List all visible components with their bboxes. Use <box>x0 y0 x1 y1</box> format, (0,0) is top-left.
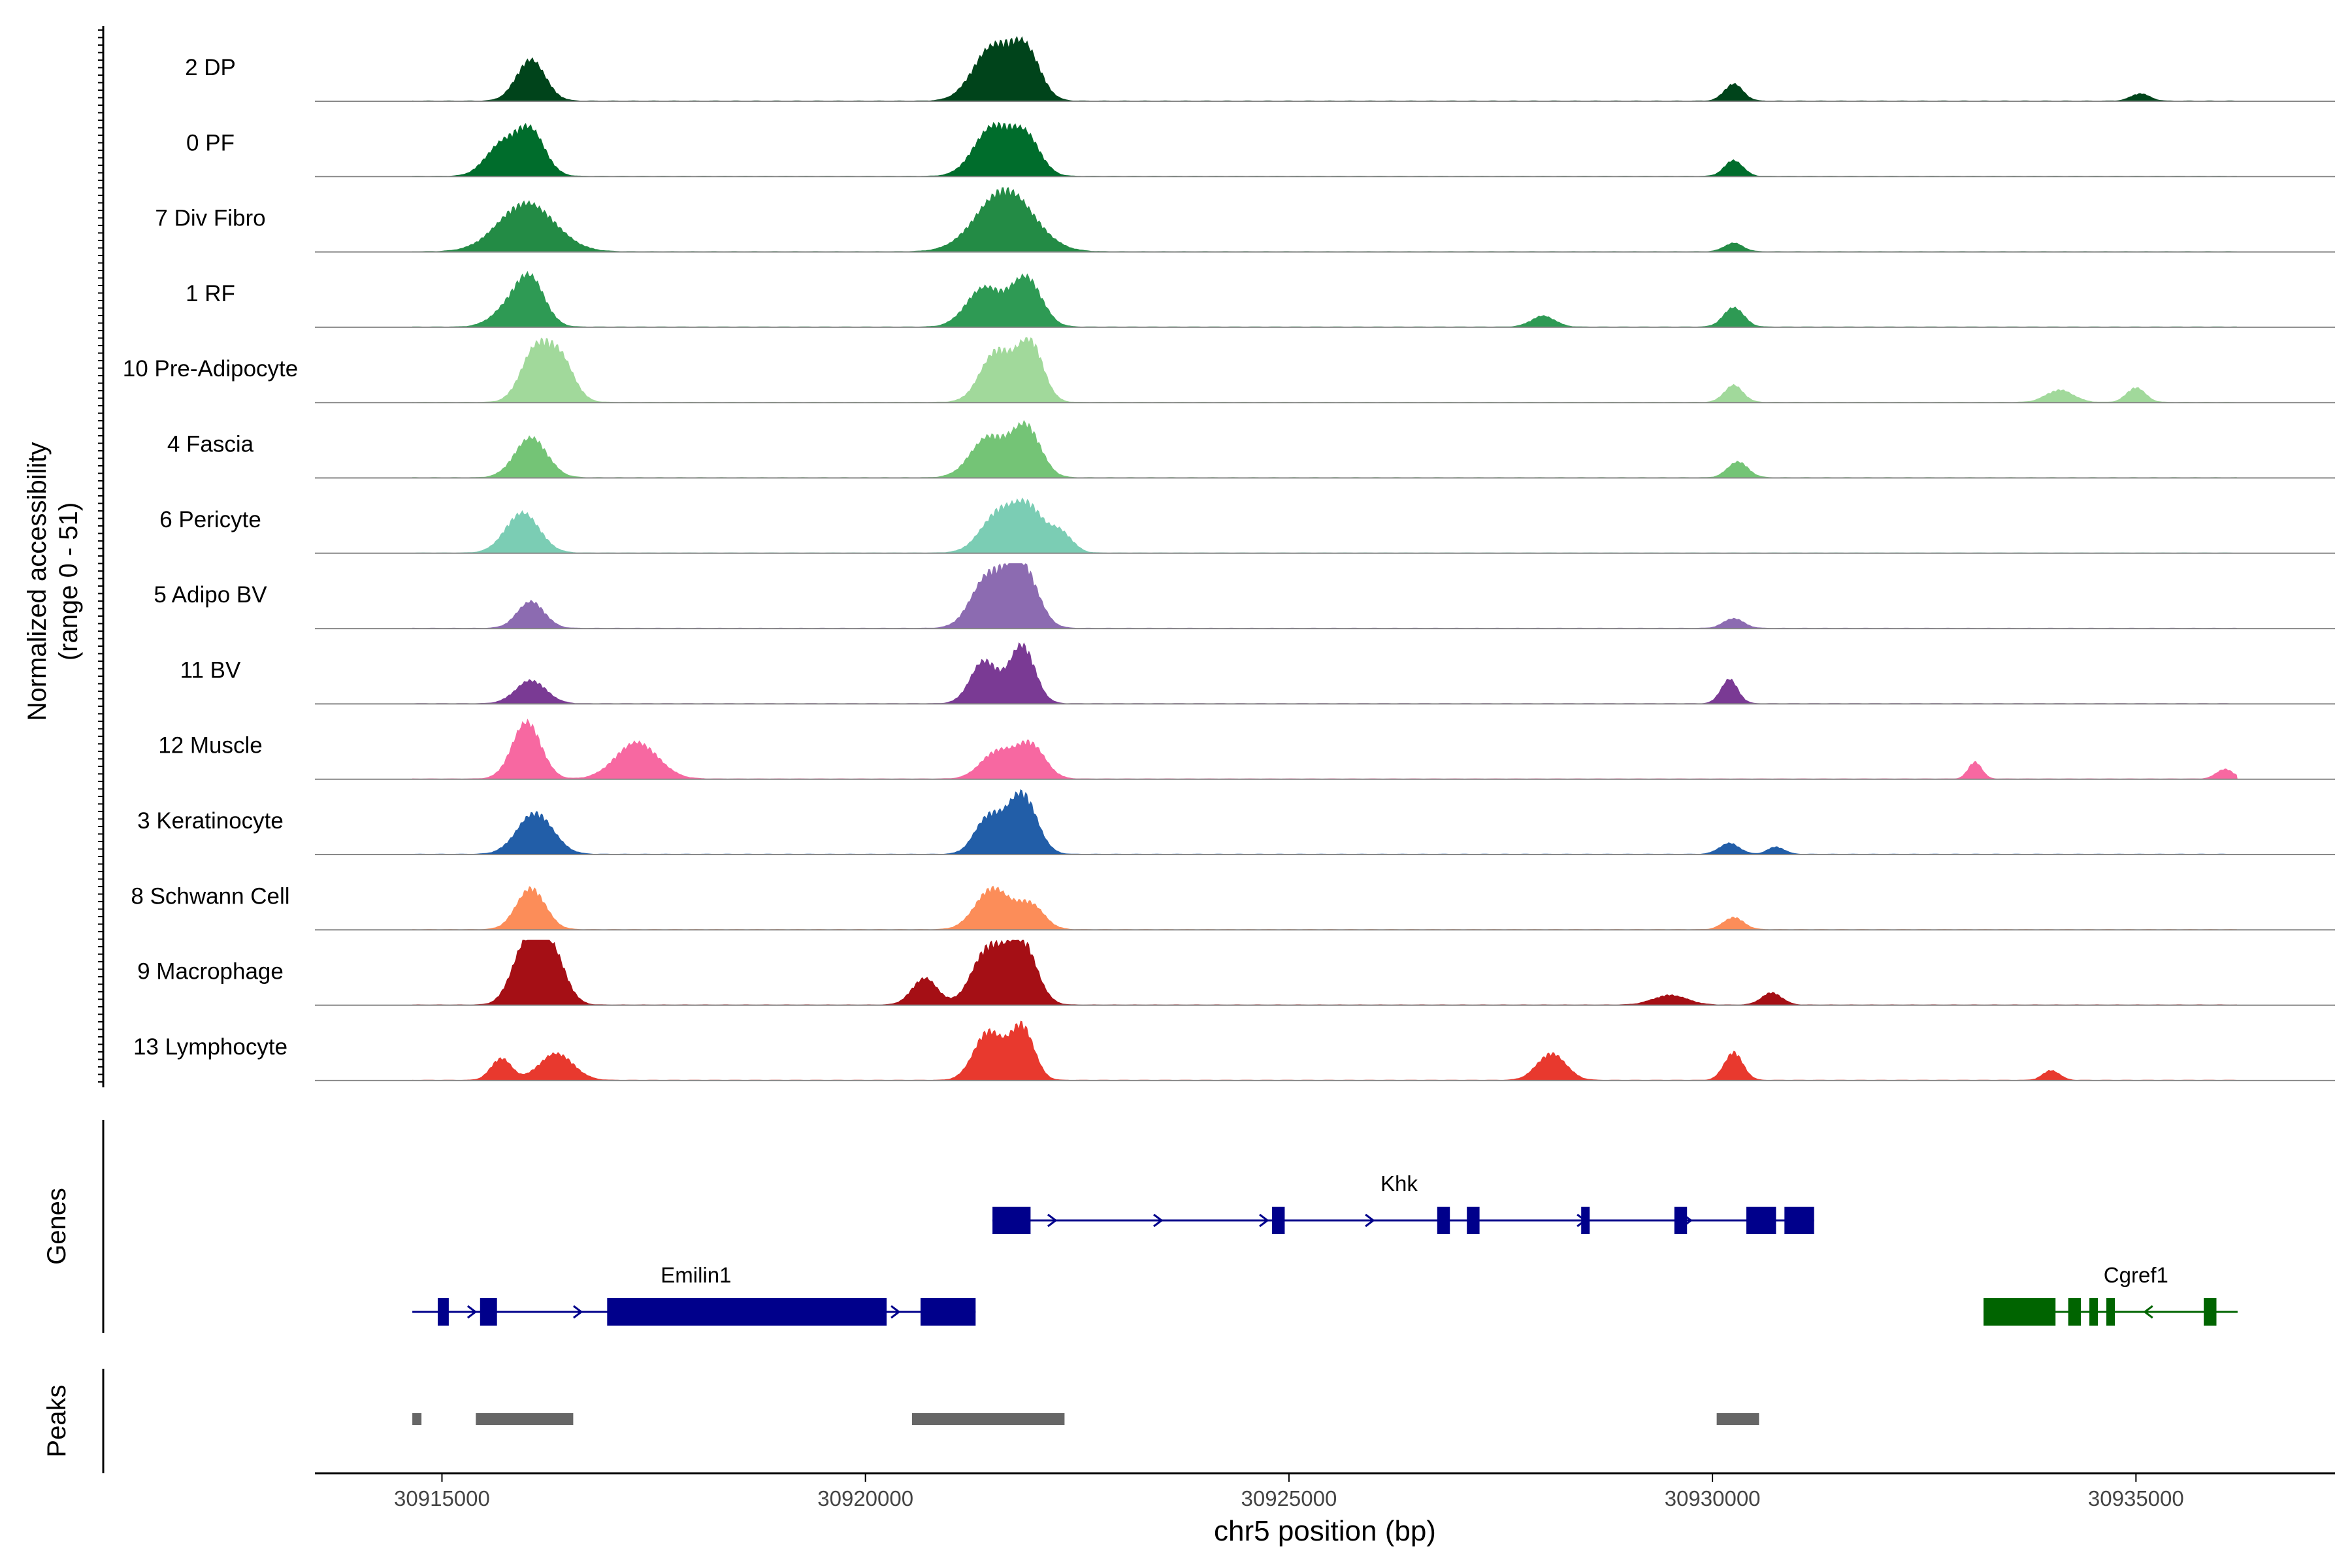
coverage-area <box>412 642 2238 704</box>
gene-exon <box>1272 1207 1285 1234</box>
track-10-pre-adipocyte: 10 Pre-Adipocyte <box>123 337 2335 404</box>
track-label: 9 Macrophage <box>137 959 284 985</box>
peak-region <box>476 1413 574 1425</box>
gene-exon <box>1674 1207 1688 1234</box>
x-tick-label: 30925000 <box>1241 1486 1337 1511</box>
coverage-area <box>412 563 2238 629</box>
x-tick-label: 30920000 <box>817 1486 913 1511</box>
coverage-area <box>412 419 2238 478</box>
peaks-label: Peaks <box>42 1384 71 1457</box>
gene-exon <box>480 1298 497 1326</box>
track-label: 1 RF <box>186 281 235 306</box>
gene-exon <box>921 1298 976 1326</box>
track-13-lymphocyte: 13 Lymphocyte <box>133 1021 2335 1081</box>
gene-exon <box>1746 1207 1776 1234</box>
gene-exon <box>1581 1207 1590 1234</box>
gene-cgref1: Cgref1 <box>1983 1263 2238 1326</box>
coverage-area <box>412 270 2238 327</box>
gene-exon <box>1984 1298 2056 1326</box>
coverage-tracks: 2 DP 0 PF 7 Div Fibro 1 RF 10 Pre-Adipocyte 4… <box>123 36 2335 1081</box>
gene-label: Cgref1 <box>2104 1263 2168 1287</box>
x-axis: 30915000 30920000 30925000 30930000 30935000 <box>315 1472 2335 1511</box>
coverage-area <box>412 337 2238 403</box>
track-5-adipo-bv: 5 Adipo BV <box>154 563 2335 630</box>
peak-region <box>1716 1413 1759 1425</box>
x-tick-label: 30930000 <box>1665 1486 1761 1511</box>
track-6-pericyte: 6 Pericyte <box>159 497 2335 554</box>
peaks-track <box>412 1413 1759 1425</box>
coverage-area <box>412 939 2238 1005</box>
track-4-fascia: 4 Fascia <box>167 419 2335 479</box>
track-11-bv: 11 BV <box>180 642 2335 705</box>
gene-exon <box>1437 1207 1450 1234</box>
x-tick-label: 30915000 <box>394 1486 490 1511</box>
gene-label: Khk <box>1380 1171 1418 1196</box>
track-0-pf: 0 PF <box>186 122 2335 178</box>
gene-exon <box>992 1207 1031 1234</box>
track-label: 8 Schwann Cell <box>131 883 289 909</box>
track-1-rf: 1 RF <box>186 270 2335 328</box>
y-axis-label-range: (range 0 - 51) <box>54 502 83 661</box>
peak-region <box>912 1413 1065 1425</box>
gene-exon <box>2106 1298 2115 1326</box>
track-label: 2 DP <box>185 55 236 80</box>
track-label: 11 BV <box>180 657 241 683</box>
track-label: 10 Pre-Adipocyte <box>123 356 298 382</box>
track-8-schwann-cell: 8 Schwann Cell <box>131 883 2335 931</box>
strand-arrow-icon <box>1365 1213 1375 1228</box>
track-2-dp: 2 DP <box>185 36 2335 102</box>
strand-arrow-icon <box>572 1305 583 1319</box>
gene-exon <box>2089 1298 2098 1326</box>
track-label: 5 Adipo BV <box>154 582 267 608</box>
strand-arrow-icon <box>1259 1213 1269 1228</box>
track-label: 12 Muscle <box>158 733 263 759</box>
track-label: 3 Keratinocyte <box>137 808 284 834</box>
strand-arrow-icon <box>1047 1213 1058 1228</box>
track-7-div-fibro: 7 Div Fibro <box>155 187 2335 253</box>
gene-exon <box>2068 1298 2081 1326</box>
strand-arrow-icon <box>466 1305 478 1319</box>
track-label: 4 Fascia <box>167 432 254 457</box>
coverage-area <box>412 789 2238 855</box>
track-label: 6 Pericyte <box>159 507 261 532</box>
track-12-muscle: 12 Muscle <box>158 718 2335 780</box>
coverage-area <box>412 885 2238 930</box>
y-axis-label: Normalized accessibility <box>23 442 52 721</box>
genes-label: Genes <box>42 1188 71 1265</box>
peak-region <box>412 1413 422 1425</box>
x-axis-label: chr5 position (bp) <box>1214 1515 1436 1547</box>
track-label: 13 Lymphocyte <box>133 1034 287 1060</box>
gene-exon <box>1784 1207 1814 1234</box>
coverage-area <box>412 36 2238 101</box>
gene-exon <box>438 1298 449 1326</box>
track-3-keratinocyte: 3 Keratinocyte <box>137 789 2335 855</box>
coverage-area <box>412 187 2238 252</box>
gene-label: Emilin1 <box>661 1263 731 1287</box>
strand-arrow-icon <box>1153 1213 1164 1228</box>
strand-arrow-icon <box>890 1305 901 1319</box>
coverage-area <box>412 497 2238 553</box>
coverage-area <box>412 718 2238 779</box>
y-axis <box>98 26 105 1088</box>
coverage-area <box>412 1021 2238 1081</box>
gene-exon <box>2204 1298 2217 1326</box>
strand-arrow-icon <box>2143 1305 2153 1319</box>
track-9-macrophage: 9 Macrophage <box>137 939 2335 1006</box>
x-tick-label: 30935000 <box>2088 1486 2184 1511</box>
coverage-area <box>412 122 2238 177</box>
track-label: 0 PF <box>186 130 235 155</box>
gene-exon <box>1467 1207 1480 1234</box>
track-label: 7 Div Fibro <box>155 206 265 231</box>
genes-track: Khk Emilin1 Cgref1 <box>412 1171 2238 1326</box>
gene-exon <box>607 1298 887 1326</box>
gene-khk: Khk <box>992 1171 1814 1234</box>
gene-emilin1: Emilin1 <box>412 1263 976 1326</box>
